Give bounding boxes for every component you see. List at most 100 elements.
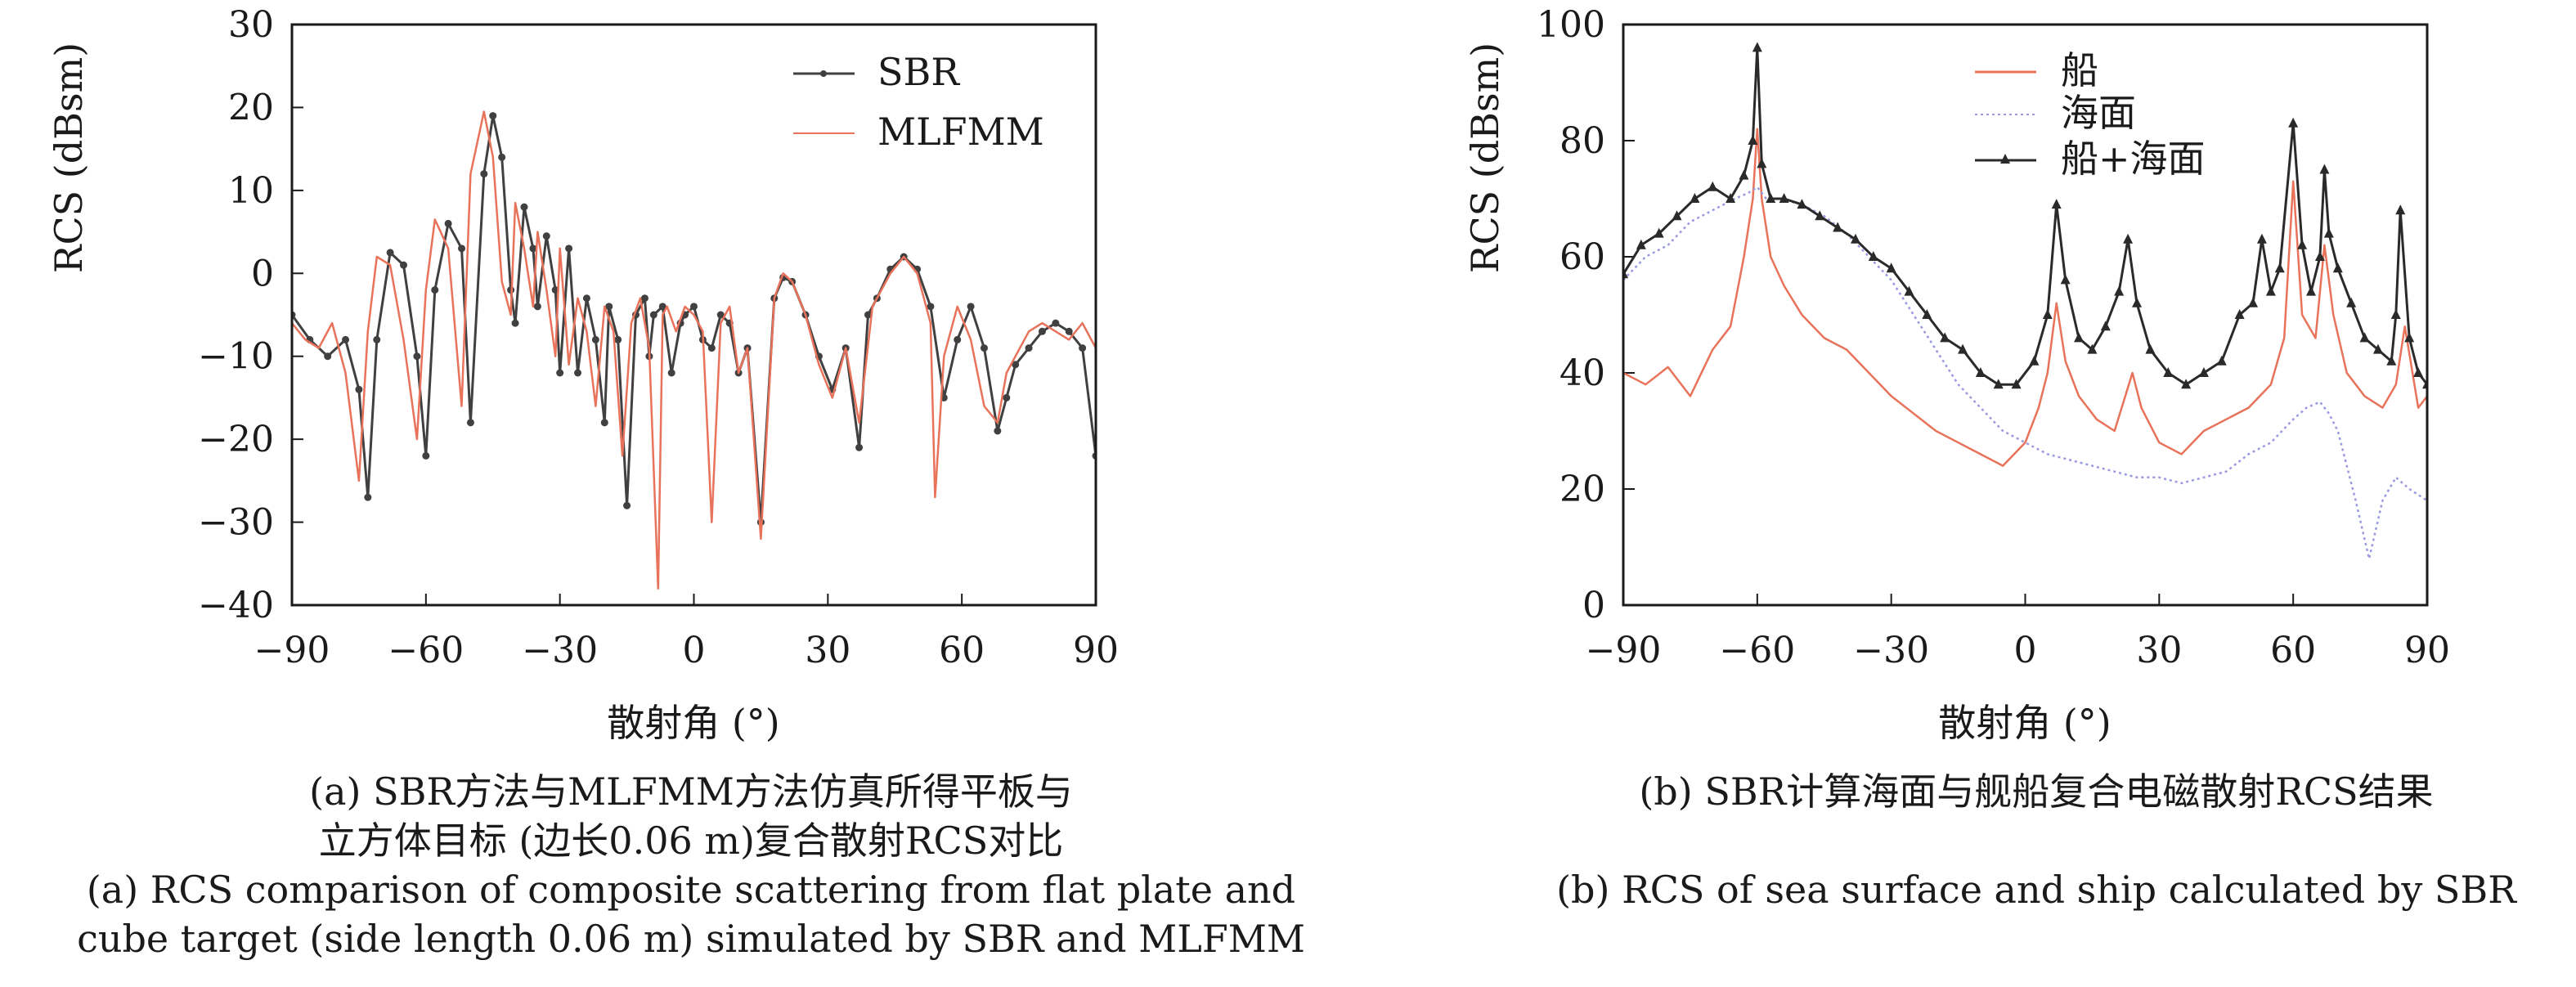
series-lines-a [292, 110, 1096, 590]
y-axis-label-b: RCS (dBsm) [1463, 43, 1507, 273]
data-point-b-2 [1654, 227, 1664, 238]
data-point-b-2 [1672, 210, 1682, 221]
x-tick-label-b: 90 [2404, 630, 2450, 671]
data-point-b-2 [1636, 239, 1646, 249]
series-lines-b [1623, 42, 2427, 560]
data-point-b-2 [2132, 297, 2143, 307]
x-tick-label-b: 60 [2270, 630, 2316, 671]
y-tick-label-b: 40 [1560, 352, 1605, 394]
data-point-b-2 [2359, 332, 2370, 343]
data-point-a-0 [422, 451, 430, 460]
legend-marker-sbr [820, 70, 827, 77]
data-point-a-0 [1079, 344, 1087, 352]
y-tick-label-a: −20 [198, 419, 274, 460]
x-tick-label-a: 30 [805, 630, 850, 671]
data-point-a-0 [690, 303, 698, 311]
x-ticks-a: −90 −60 −30 0 30 60 90 [254, 594, 1119, 671]
legend-b: 船 海面 船+海面 [1975, 48, 2206, 181]
data-point-a-0 [400, 261, 408, 269]
data-point-b-2 [2163, 367, 2174, 377]
y-tick-label-b: 0 [1582, 585, 1605, 626]
y-ticks-a: 30 20 10 0 −10 −20 −30 −40 [198, 4, 303, 626]
data-point-b-2 [2372, 343, 2383, 354]
data-point-b-2 [2332, 262, 2343, 273]
x-tick-label-b: −60 [1719, 630, 1795, 671]
data-point-a-0 [466, 419, 474, 427]
data-point-b-2 [2256, 233, 2267, 244]
data-point-b-2 [2074, 332, 2085, 343]
data-point-b-2 [2386, 355, 2397, 366]
data-point-a-0 [355, 385, 363, 393]
data-point-a-0 [591, 335, 599, 343]
chart-a: RCS (dBsm) 30 20 10 0 −10 −20 −30 −40 −90 −60 −30… [47, 4, 1119, 745]
data-point-a-0 [649, 311, 657, 319]
data-point-b-2 [1739, 169, 1749, 180]
data-point-b-2 [2181, 379, 2192, 389]
data-point-b-2 [1815, 210, 1825, 221]
data-point-b-2 [2413, 367, 2424, 377]
data-point-a-0 [600, 419, 608, 427]
data-point-a-0 [533, 303, 541, 311]
legend-label-sea: 海面 [2061, 91, 2136, 135]
data-point-a-0 [716, 311, 725, 319]
data-point-a-0 [864, 311, 872, 319]
data-point-b-2 [2123, 233, 2134, 244]
x-tick-label-b: −90 [1586, 630, 1662, 671]
data-point-a-0 [1003, 393, 1011, 402]
x-tick-label-a: 60 [939, 630, 985, 671]
data-point-b-2 [2234, 309, 2245, 319]
data-point-b-2 [1850, 233, 1860, 244]
data-point-a-0 [1012, 361, 1020, 369]
data-point-a-0 [386, 249, 394, 257]
data-point-b-2 [1886, 262, 1896, 273]
data-point-b-2 [2390, 309, 2401, 319]
data-point-b-2 [1752, 42, 1762, 52]
y-tick-label-b: 20 [1560, 469, 1605, 510]
series-line-b-2 [1623, 46, 2427, 386]
data-point-b-2 [1904, 285, 1914, 296]
data-point-a-0 [605, 303, 613, 311]
data-point-a-0 [1052, 319, 1060, 327]
data-point-a-0 [980, 344, 988, 352]
data-point-a-0 [667, 369, 675, 377]
y-tick-label-b: 80 [1560, 120, 1605, 162]
y-tick-label-a: 10 [228, 170, 274, 212]
data-point-a-0 [658, 303, 666, 311]
x-tick-label-a: 0 [683, 630, 706, 671]
data-point-a-0 [373, 335, 381, 343]
data-point-a-0 [556, 369, 564, 377]
x-tick-label-b: 30 [2136, 630, 2182, 671]
data-point-b-2 [1993, 379, 2004, 389]
series-line-b-0 [1623, 128, 2427, 467]
legend-marker-combined [2000, 154, 2010, 164]
data-point-b-2 [2011, 379, 2022, 389]
data-point-b-2 [1708, 181, 1718, 191]
x-tick-label-b: −30 [1853, 630, 1929, 671]
data-point-a-0 [954, 335, 962, 343]
legend-label-sbr: SBR [877, 50, 960, 94]
data-point-a-0 [324, 352, 332, 361]
data-point-a-0 [582, 294, 590, 303]
data-point-a-0 [574, 369, 582, 377]
x-tick-label-b: 0 [2014, 630, 2037, 671]
y-tick-label-a: 30 [228, 4, 274, 46]
data-point-a-0 [520, 203, 528, 211]
data-point-a-0 [707, 344, 716, 352]
data-point-a-0 [444, 219, 452, 227]
x-tick-label-a: −90 [254, 630, 330, 671]
caption-b-spacer [1505, 816, 2568, 865]
data-point-b-2 [2042, 309, 2053, 319]
data-point-a-0 [1065, 327, 1073, 335]
legend-a: SBR MLFMM [793, 50, 1044, 154]
x-axis-label-b: 散射角 (°) [1938, 701, 2112, 745]
data-point-b-2 [1975, 367, 1986, 377]
y-tick-label-b: 60 [1560, 236, 1605, 278]
caption-a-en-1: (a) RCS comparison of composite scatteri… [86, 868, 1296, 912]
data-point-b-2 [2051, 199, 2062, 209]
plot-frame-b [1622, 23, 2429, 607]
y-tick-label-b: 100 [1537, 4, 1605, 46]
data-point-b-2 [2087, 343, 2098, 354]
legend-label-combined: 船+海面 [2061, 137, 2206, 181]
data-point-b-2 [2100, 321, 2111, 331]
data-point-b-2 [1868, 251, 1878, 261]
